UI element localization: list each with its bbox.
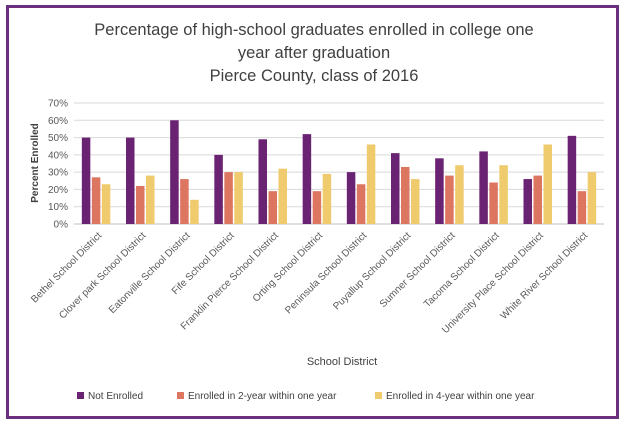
bar bbox=[312, 191, 322, 224]
y-tick-label: 0% bbox=[54, 220, 69, 231]
bar bbox=[322, 173, 332, 224]
bar bbox=[146, 175, 155, 224]
legend-swatch bbox=[375, 392, 382, 399]
x-tick-label: Tacoma School District bbox=[422, 230, 502, 310]
y-axis-ticks: 0% 10% 20% 30% 40% 50% 60% 70% bbox=[48, 99, 68, 231]
y-tick-label: 60% bbox=[48, 116, 68, 127]
legend-swatch bbox=[177, 392, 184, 399]
bar bbox=[258, 139, 267, 224]
bar bbox=[214, 154, 223, 224]
bar bbox=[180, 179, 189, 224]
bar bbox=[224, 172, 233, 224]
x-tick-label: Puyallup School District bbox=[331, 230, 413, 312]
bar bbox=[567, 135, 577, 224]
x-tick-label: Peninsula School District bbox=[283, 230, 369, 316]
bar bbox=[489, 182, 498, 224]
legend-swatch bbox=[77, 392, 84, 399]
x-tick-label: Bethel School District bbox=[29, 230, 104, 305]
bar bbox=[499, 165, 508, 224]
y-axis-title: Percent Enrolled bbox=[30, 123, 41, 202]
y-tick-label: 70% bbox=[48, 99, 68, 110]
x-axis-title: School District bbox=[307, 356, 377, 368]
x-tick-label: Eatonville School District bbox=[107, 230, 193, 316]
bar bbox=[126, 137, 135, 224]
x-tick-label: White River School District bbox=[499, 230, 591, 322]
x-tick-label: Clover park School District bbox=[57, 230, 148, 321]
bar bbox=[268, 191, 277, 224]
legend-label: Enrolled in 2-year within one year bbox=[188, 391, 337, 402]
bar bbox=[543, 144, 552, 224]
chart-title-line-3: Pierce County, class of 2016 bbox=[210, 67, 419, 85]
bar bbox=[587, 172, 597, 224]
y-tick-label: 50% bbox=[48, 133, 68, 144]
bar bbox=[401, 166, 410, 224]
bars bbox=[81, 120, 597, 224]
legend: Not Enrolled Enrolled in 2-year within on… bbox=[77, 391, 535, 402]
chart-title-line-1: Percentage of high-school graduates enro… bbox=[94, 21, 533, 39]
bar bbox=[234, 172, 243, 224]
bar bbox=[136, 185, 145, 224]
y-tick-label: 10% bbox=[48, 202, 68, 213]
bar bbox=[577, 191, 587, 224]
legend-label: Not Enrolled bbox=[88, 391, 143, 402]
chart-title: Percentage of high-school graduates enro… bbox=[94, 21, 533, 85]
bar bbox=[366, 144, 376, 224]
bar bbox=[346, 172, 356, 224]
legend-label: Enrolled in 4-year within one year bbox=[386, 391, 535, 402]
y-tick-label: 20% bbox=[48, 185, 68, 196]
bar bbox=[523, 179, 532, 224]
bar bbox=[479, 151, 488, 224]
y-tick-label: 30% bbox=[48, 168, 68, 179]
bar bbox=[101, 184, 111, 224]
bar bbox=[445, 175, 454, 224]
x-tick-label: Sumner School District bbox=[378, 230, 458, 310]
bar bbox=[435, 158, 444, 224]
y-tick-label: 40% bbox=[48, 150, 68, 161]
bar bbox=[91, 177, 101, 224]
bar bbox=[411, 179, 420, 224]
bar bbox=[356, 184, 366, 224]
bar bbox=[170, 120, 179, 224]
bar bbox=[190, 199, 199, 224]
gridlines bbox=[74, 102, 604, 225]
bar bbox=[278, 168, 287, 224]
bar bbox=[391, 153, 400, 224]
bar bbox=[81, 137, 91, 224]
chart-title-line-2: year after graduation bbox=[238, 44, 390, 62]
bar bbox=[455, 165, 464, 224]
bar bbox=[302, 134, 312, 224]
bar bbox=[533, 175, 542, 224]
